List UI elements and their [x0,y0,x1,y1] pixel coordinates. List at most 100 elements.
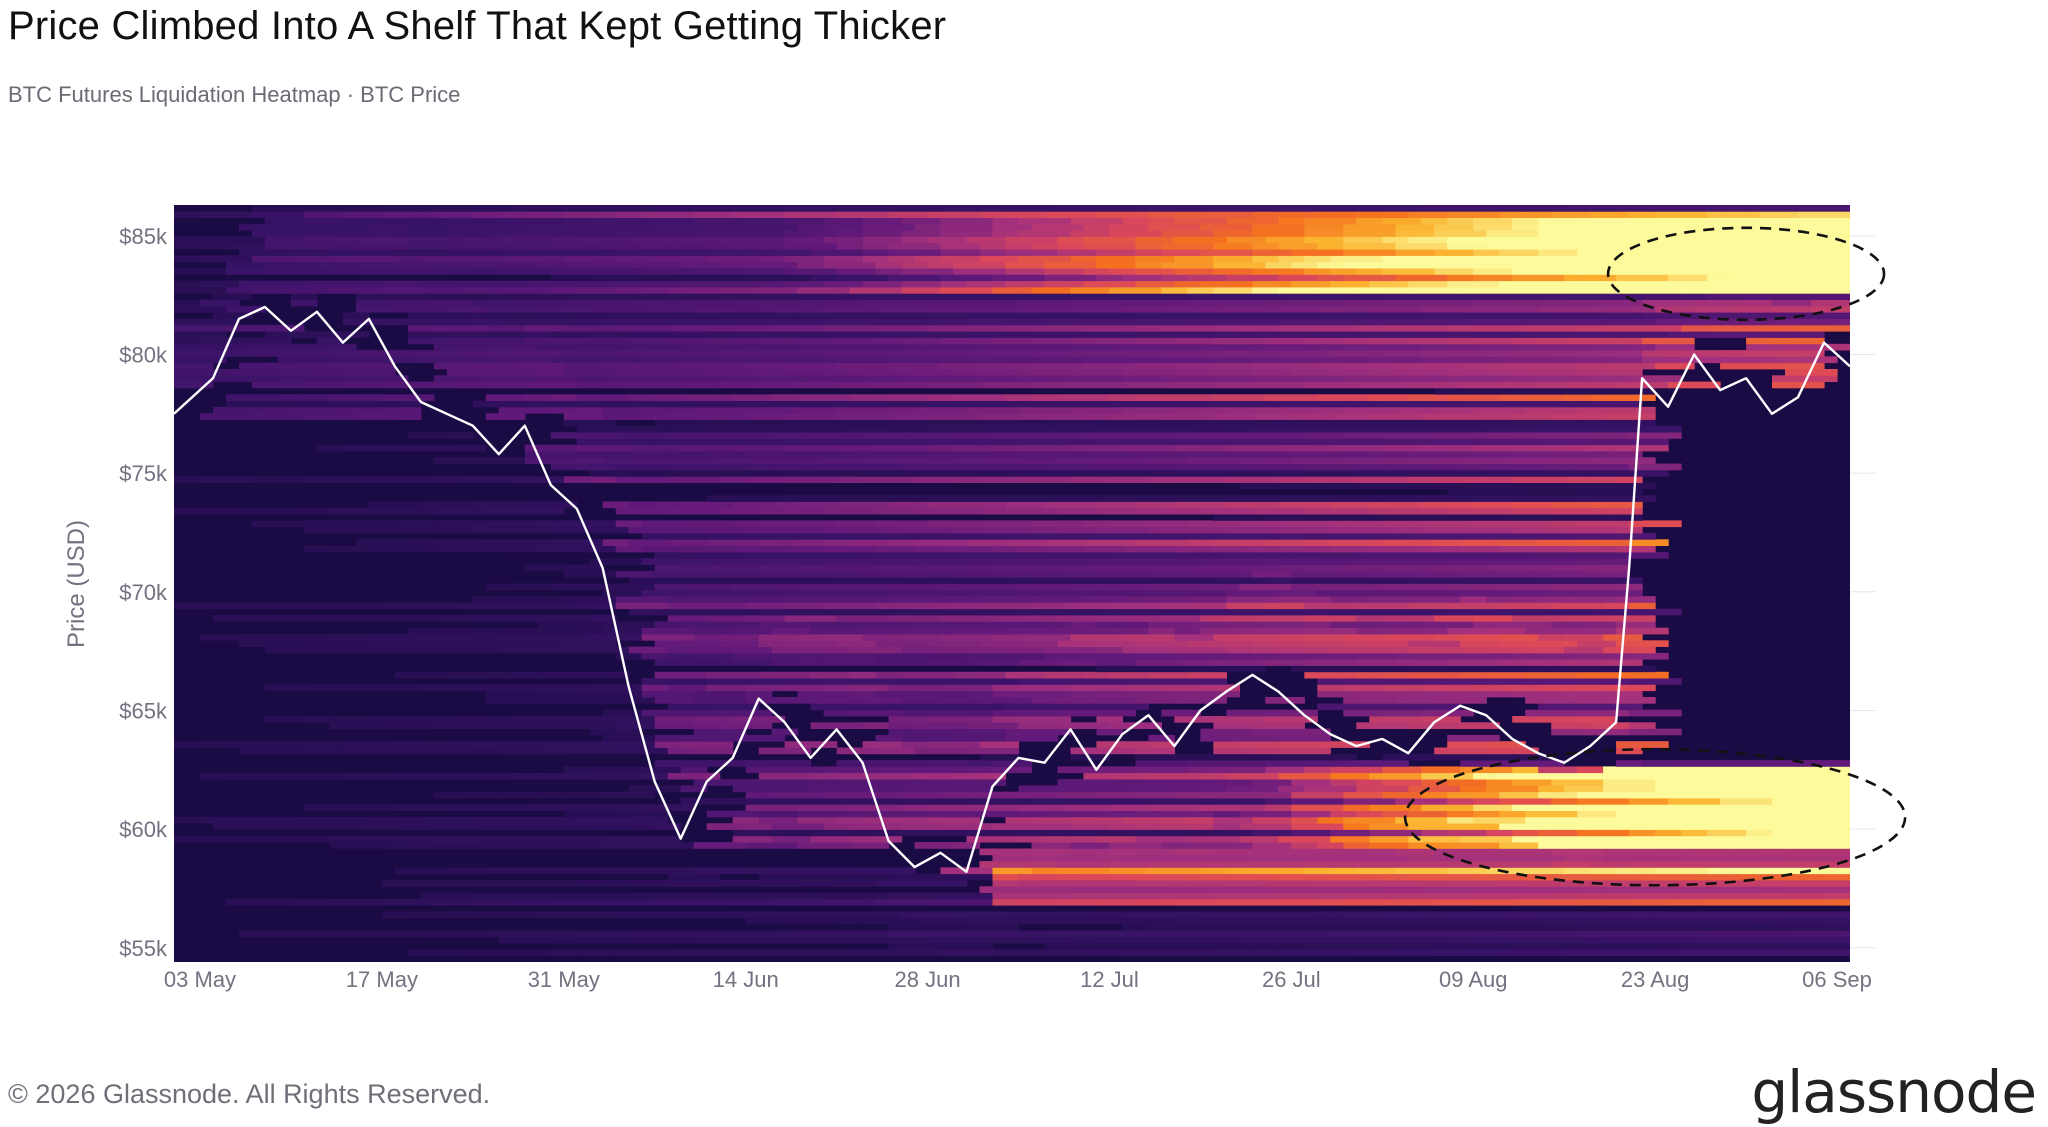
heat-cell [1616,495,1656,502]
heat-cell [1642,873,1695,881]
heat-cell [1174,432,1201,439]
heat-cell [537,842,591,849]
heat-cell [589,810,630,818]
heat-cell [1109,230,1162,237]
heat-cell [1161,615,1201,622]
heat-cell [381,205,422,212]
heat-cell [1421,343,1474,351]
heat-cell [953,268,1007,275]
heat-cell [1239,753,1279,761]
heat-cell [1096,570,1149,578]
heat-cell [1252,470,1279,477]
heat-cell [472,684,513,692]
heat-cell [1096,507,1136,515]
heat-cell [1213,898,1266,906]
heat-cell [979,772,1007,780]
heat-cell [1330,835,1370,843]
heat-cell [1616,816,1656,824]
heat-cell [1330,621,1383,628]
heat-cell [758,785,786,793]
heat-cell [1109,867,1149,875]
heat-cell [745,217,786,225]
heat-cell [615,287,643,294]
heat-cell [459,640,513,647]
heat-cell [368,684,422,692]
heat-cell [1564,482,1604,490]
heat-cell [1421,501,1474,509]
heat-cell [1200,886,1253,893]
heat-cell [836,438,864,446]
heat-cell [966,804,1020,811]
heat-cell [1239,791,1292,799]
heat-cell [1785,892,1825,900]
heat-cell [1356,476,1409,483]
heat-cell [1096,255,1136,263]
heat-cell [810,205,864,212]
heat-cell [1005,425,1046,433]
heat-cell [1447,924,1500,931]
heat-cell [1551,507,1604,515]
heat-cell [1551,558,1578,565]
heat-cell [1044,652,1085,660]
heat-cell [940,684,994,692]
heat-cell [810,400,838,408]
heat-cell [1083,324,1137,332]
heat-cell [1655,223,1682,231]
heat-cell [1291,514,1344,521]
heat-cell [927,659,981,666]
heat-cell [1551,930,1578,938]
heat-cell [1057,659,1098,666]
heat-cell [1395,848,1435,856]
heat-cell [1343,665,1370,673]
heat-cell [1746,785,1773,793]
heat-cell [213,406,266,414]
heat-cell [1434,634,1461,641]
heat-cell [1564,646,1604,654]
heat-cell [1772,381,1825,389]
heat-cell [433,539,487,546]
heat-cell [1122,678,1149,685]
heat-cell [1759,936,1812,944]
heat-cell [1720,318,1773,326]
heat-cell [966,406,1020,414]
heat-cell [667,873,721,881]
heat-cell [1824,867,1850,875]
heat-cell [1434,898,1474,906]
heat-cell [628,785,682,793]
heat-cell [420,287,461,294]
heat-cell [1551,728,1578,736]
heat-cell [979,697,1033,704]
heat-cell [667,615,708,622]
heat-cell [329,268,357,275]
heat-cell [1668,798,1721,805]
heat-cell [875,451,929,458]
heat-cell [1265,716,1318,723]
heat-cell [1460,835,1513,843]
heat-cell [1369,943,1396,950]
heat-cell [927,343,981,351]
heat-cell [524,564,565,572]
heat-cell [1057,854,1098,862]
heat-cell [797,678,825,685]
heat-cell [1616,697,1656,704]
heat-cell [784,570,838,578]
heat-cell [1317,880,1370,887]
heat-cell [1265,552,1292,559]
heat-cell [940,943,994,950]
heat-cell [966,564,994,572]
heat-cell [901,804,929,811]
heat-cell [1603,615,1656,622]
heat-cell [1746,772,1773,780]
heat-cell [1603,337,1643,345]
heat-cell [1252,413,1292,420]
heat-cell [1317,242,1344,250]
heat-cell [1343,911,1383,919]
heat-cell [1772,829,1799,837]
heat-cell [1421,766,1461,774]
heat-cell [1421,413,1461,420]
heat-cell [226,772,266,780]
heat-cell [641,318,669,326]
heat-cell [706,684,747,692]
heat-cell [758,570,786,578]
heat-cell [953,425,1007,433]
